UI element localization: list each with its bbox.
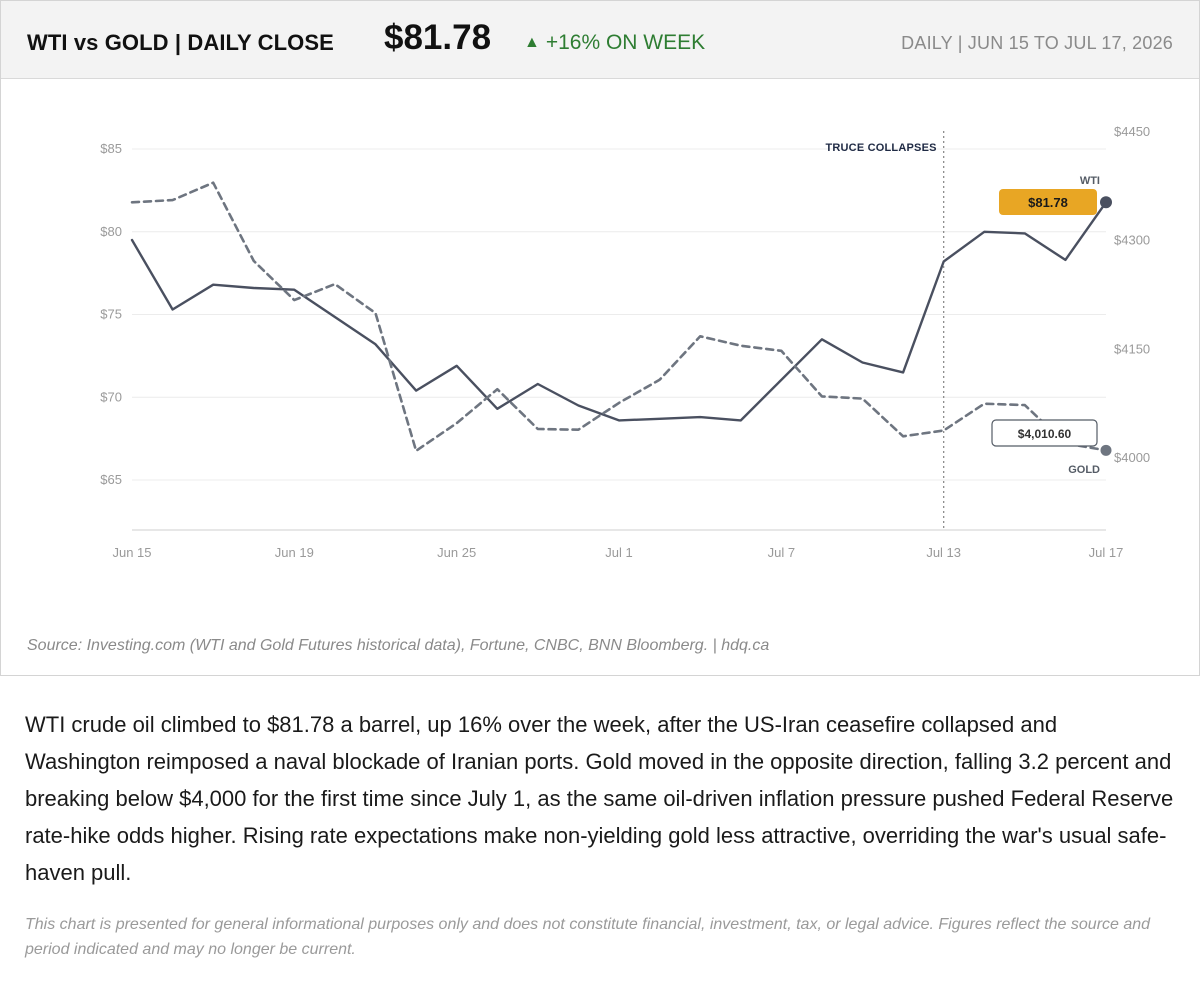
x-axis-tick-label: Jul 1 bbox=[605, 545, 632, 560]
left-axis-tick-label: $75 bbox=[100, 307, 122, 322]
weekly-change-text: +16% ON WEEK bbox=[545, 31, 706, 54]
wti-end-point bbox=[1100, 196, 1112, 209]
left-axis-tick-label: $80 bbox=[100, 224, 122, 239]
current-price: $81.78 bbox=[384, 18, 492, 57]
annotations: TRUCE COLLAPSES bbox=[825, 131, 945, 530]
x-axis-tick-label: Jul 17 bbox=[1089, 545, 1124, 560]
x-axis-tick-label: Jul 7 bbox=[768, 545, 795, 560]
source-note: Source: Investing.com (WTI and Gold Futu… bbox=[27, 637, 770, 654]
x-axis-tick-label: Jun 19 bbox=[275, 545, 314, 560]
left-axis-tick-label: $85 bbox=[100, 141, 122, 156]
right-axis-tick-label: $4000 bbox=[1114, 450, 1150, 465]
chart-title: WTI vs GOLD | DAILY CLOSE bbox=[27, 30, 334, 55]
gold-value-badge bbox=[991, 419, 1098, 447]
left-axis-tick-label: $70 bbox=[100, 389, 122, 404]
right-axis-tick-label: $4450 bbox=[1114, 124, 1150, 139]
gold-end-point bbox=[1100, 444, 1112, 456]
chart-card: WTI vs GOLD | DAILY CLOSE $81.78 ▲ +16% O… bbox=[0, 0, 1200, 676]
wti-series-line bbox=[130, 201, 1108, 422]
gold-series-line bbox=[130, 181, 1108, 453]
x-axis-tick-label: Jul 13 bbox=[926, 545, 961, 560]
gold-value-badge-text: $4,010.60 bbox=[1018, 427, 1072, 441]
summary-paragraph: WTI crude oil climbed to $81.78 a barrel… bbox=[25, 712, 1174, 885]
right-axis-tick-label: $4300 bbox=[1114, 233, 1150, 248]
gold-series-label: GOLD bbox=[1068, 464, 1100, 476]
x-axis-tick-label: Jun 15 bbox=[112, 545, 151, 560]
series bbox=[130, 181, 1112, 456]
callouts: $81.78 WTI $4,010.60 GOLD bbox=[991, 175, 1100, 476]
disclaimer: This chart is presented for general info… bbox=[25, 916, 1151, 958]
grid bbox=[132, 148, 1106, 481]
date-range: DAILY | JUN 15 TO JUL 17, 2026 bbox=[901, 33, 1173, 53]
x-axis-tick-label: Jun 25 bbox=[437, 545, 476, 560]
truce-collapse-label: TRUCE COLLAPSES bbox=[825, 142, 936, 154]
line-chart: $85 $80 $75 $70 $65 $4450 $4300 $4150 $4000 Jun 1… bbox=[100, 124, 1150, 560]
wti-value-badge bbox=[999, 189, 1097, 215]
left-axis-tick-label: $65 bbox=[100, 472, 122, 487]
wti-series-label: WTI bbox=[1080, 175, 1100, 187]
up-arrow-icon: ▲ bbox=[524, 34, 540, 51]
chart-header: WTI vs GOLD | DAILY CLOSE $81.78 ▲ +16% O… bbox=[1, 1, 1199, 79]
right-axis-tick-label: $4150 bbox=[1114, 341, 1150, 356]
wti-value-badge-text: $81.78 bbox=[1028, 195, 1068, 210]
weekly-change: ▲ +16% ON WEEK bbox=[524, 31, 705, 55]
axes: $85 $80 $75 $70 $65 $4450 $4300 $4150 $4000 Jun 1… bbox=[100, 124, 1150, 560]
